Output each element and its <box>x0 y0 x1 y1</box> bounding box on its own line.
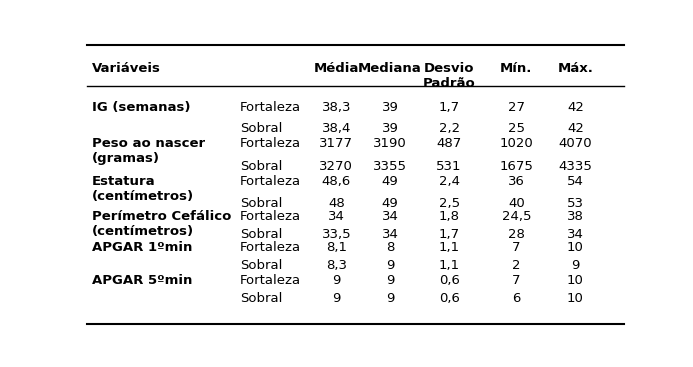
Text: Sobral: Sobral <box>240 292 282 305</box>
Text: 34: 34 <box>567 228 584 241</box>
Text: 3270: 3270 <box>319 160 353 174</box>
Text: Fortaleza: Fortaleza <box>240 274 301 287</box>
Text: 48: 48 <box>328 197 344 210</box>
Text: Mín.: Mín. <box>500 62 532 75</box>
Text: 531: 531 <box>437 160 462 174</box>
Text: 42: 42 <box>567 122 584 135</box>
Text: 10: 10 <box>567 292 584 305</box>
Text: 34: 34 <box>382 210 398 223</box>
Text: 8: 8 <box>386 241 394 254</box>
Text: 2,5: 2,5 <box>439 197 459 210</box>
Text: 9: 9 <box>386 274 394 287</box>
Text: 25: 25 <box>508 122 525 135</box>
Text: Sobral: Sobral <box>240 197 282 210</box>
Text: 487: 487 <box>437 137 462 150</box>
Text: 10: 10 <box>567 274 584 287</box>
Text: Sobral: Sobral <box>240 160 282 174</box>
Text: Fortaleza: Fortaleza <box>240 241 301 254</box>
Text: 9: 9 <box>386 292 394 305</box>
Text: 38,3: 38,3 <box>322 101 351 113</box>
Text: 0,6: 0,6 <box>439 292 459 305</box>
Text: 1,7: 1,7 <box>439 101 459 113</box>
Text: 39: 39 <box>382 122 398 135</box>
Text: 4070: 4070 <box>559 137 593 150</box>
Text: Mediana: Mediana <box>358 62 422 75</box>
Text: Média: Média <box>314 62 359 75</box>
Text: 42: 42 <box>567 101 584 113</box>
Text: Fortaleza: Fortaleza <box>240 175 301 188</box>
Text: 27: 27 <box>508 101 525 113</box>
Text: 9: 9 <box>332 292 340 305</box>
Text: 3190: 3190 <box>374 137 407 150</box>
Text: 49: 49 <box>382 197 398 210</box>
Text: 3177: 3177 <box>319 137 353 150</box>
Text: Desvio
Padrão: Desvio Padrão <box>423 62 475 90</box>
Text: Sobral: Sobral <box>240 259 282 272</box>
Text: Máx.: Máx. <box>557 62 593 75</box>
Text: 10: 10 <box>567 241 584 254</box>
Text: Sobral: Sobral <box>240 122 282 135</box>
Text: 1,1: 1,1 <box>439 259 459 272</box>
Text: 53: 53 <box>567 197 584 210</box>
Text: IG (semanas): IG (semanas) <box>92 101 191 113</box>
Text: 36: 36 <box>508 175 525 188</box>
Text: 28: 28 <box>508 228 525 241</box>
Text: 3355: 3355 <box>373 160 407 174</box>
Text: 49: 49 <box>382 175 398 188</box>
Text: Fortaleza: Fortaleza <box>240 137 301 150</box>
Text: 24,5: 24,5 <box>502 210 531 223</box>
Text: 0,6: 0,6 <box>439 274 459 287</box>
Text: 8,1: 8,1 <box>326 241 347 254</box>
Text: Peso ao nascer
(gramas): Peso ao nascer (gramas) <box>92 137 205 165</box>
Text: Variáveis: Variáveis <box>92 62 161 75</box>
Text: 40: 40 <box>508 197 525 210</box>
Text: 54: 54 <box>567 175 584 188</box>
Text: 48,6: 48,6 <box>322 175 351 188</box>
Text: 1,7: 1,7 <box>439 228 459 241</box>
Text: Fortaleza: Fortaleza <box>240 101 301 113</box>
Text: 2,4: 2,4 <box>439 175 459 188</box>
Text: APGAR 1ºmin: APGAR 1ºmin <box>92 241 193 254</box>
Text: 39: 39 <box>382 101 398 113</box>
Text: Fortaleza: Fortaleza <box>240 210 301 223</box>
Text: 9: 9 <box>386 259 394 272</box>
Text: 4335: 4335 <box>559 160 593 174</box>
Text: 38: 38 <box>567 210 584 223</box>
Text: 8,3: 8,3 <box>326 259 347 272</box>
Text: 2: 2 <box>512 259 520 272</box>
Text: 38,4: 38,4 <box>322 122 351 135</box>
Text: 9: 9 <box>332 274 340 287</box>
Text: 1675: 1675 <box>500 160 533 174</box>
Text: 2,2: 2,2 <box>439 122 459 135</box>
Text: 1,8: 1,8 <box>439 210 459 223</box>
Text: 34: 34 <box>382 228 398 241</box>
Text: 7: 7 <box>512 274 520 287</box>
Text: 34: 34 <box>328 210 345 223</box>
Text: 33,5: 33,5 <box>322 228 351 241</box>
Text: 1,1: 1,1 <box>439 241 459 254</box>
Text: 7: 7 <box>512 241 520 254</box>
Text: 1020: 1020 <box>500 137 533 150</box>
Text: Estatura
(centímetros): Estatura (centímetros) <box>92 175 194 203</box>
Text: APGAR 5ºmin: APGAR 5ºmin <box>92 274 193 287</box>
Text: 9: 9 <box>571 259 579 272</box>
Text: 6: 6 <box>512 292 520 305</box>
Text: Perímetro Cefálico
(centímetros): Perímetro Cefálico (centímetros) <box>92 210 231 238</box>
Text: Sobral: Sobral <box>240 228 282 241</box>
